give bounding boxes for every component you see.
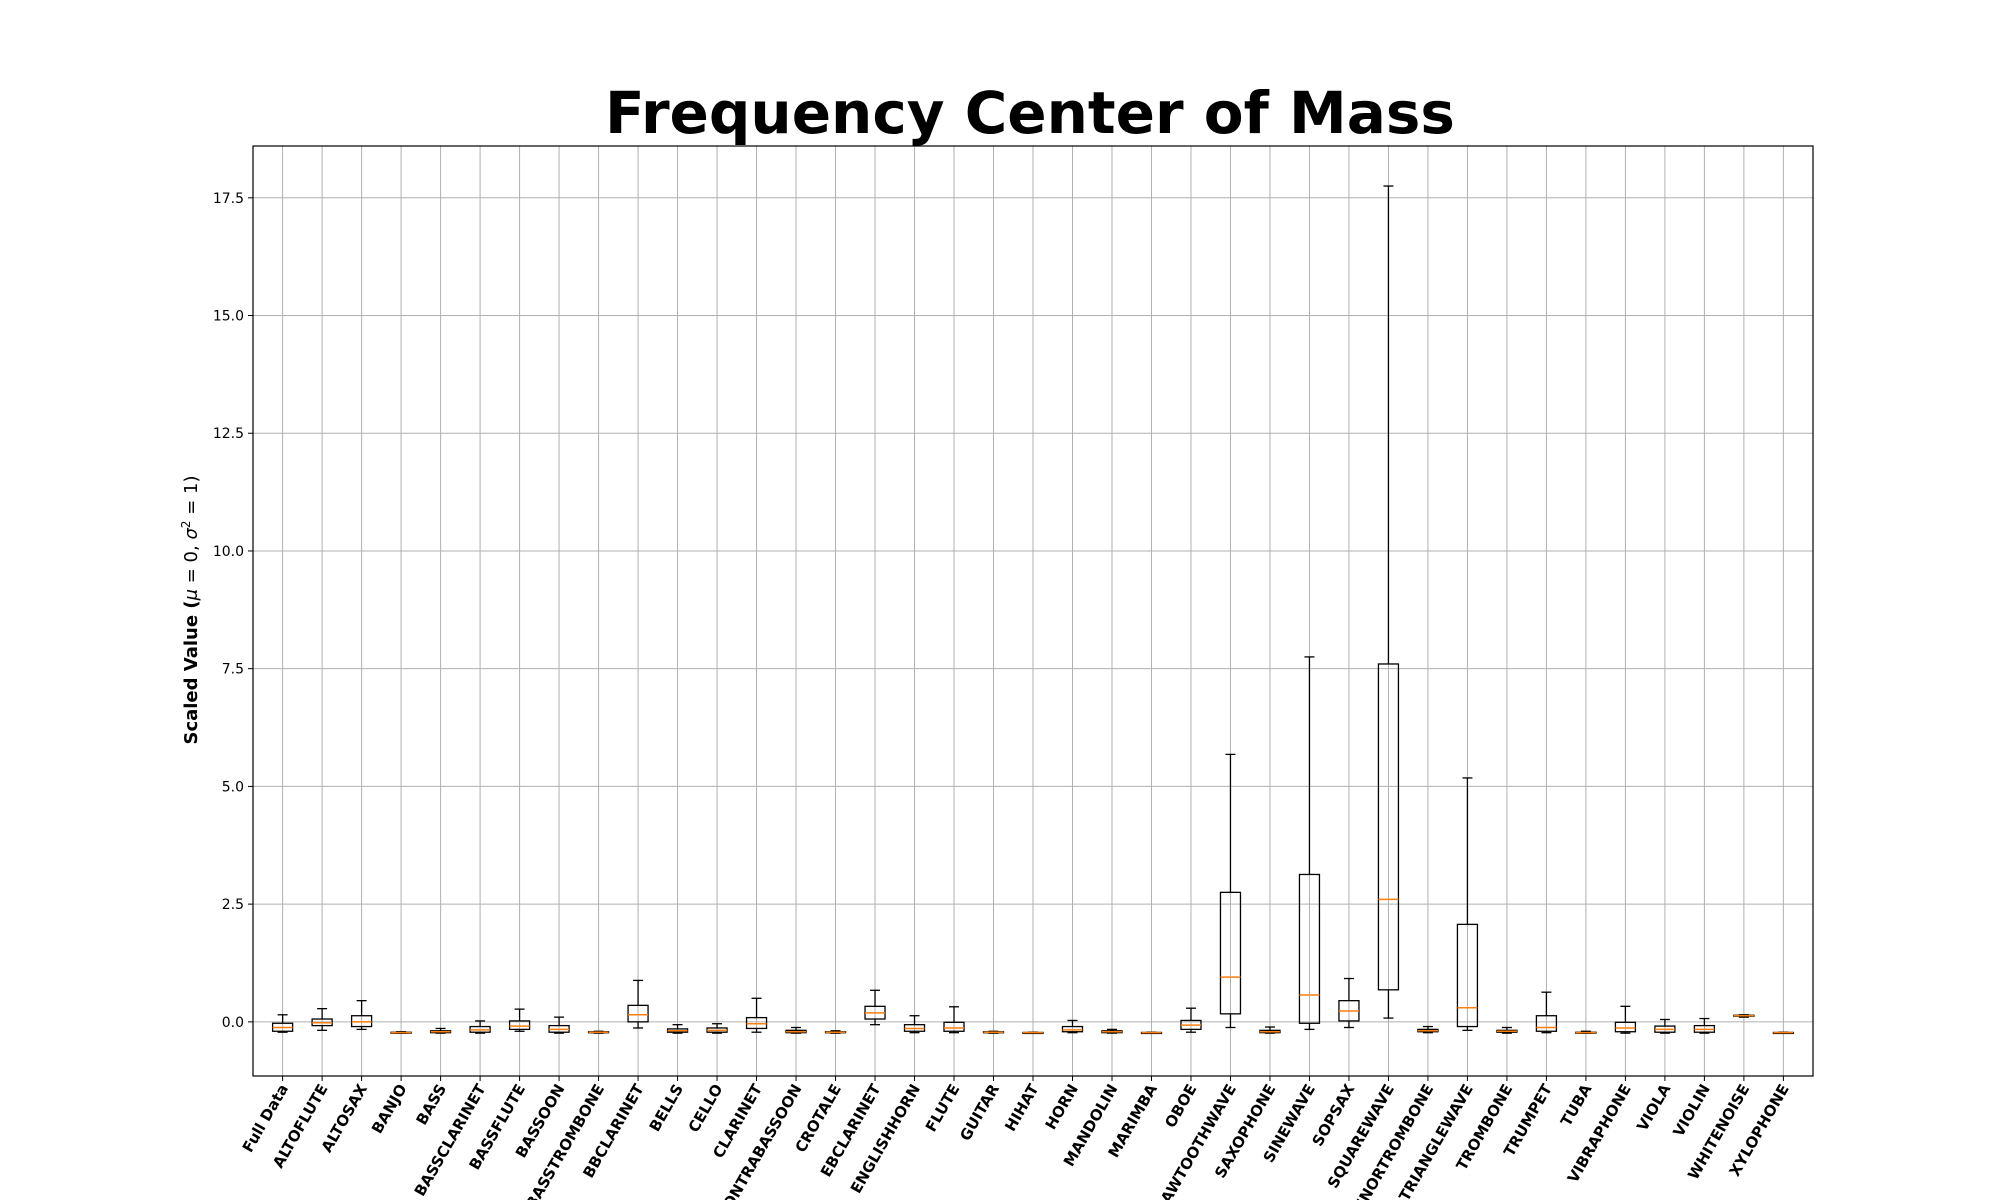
x-tick-label: VIOLA — [1633, 1081, 1674, 1135]
box-basstrombone — [587, 1030, 610, 1034]
box-bassflute — [508, 1008, 531, 1032]
grid-lines — [253, 146, 1813, 1076]
x-tick-label: BANJO — [368, 1081, 411, 1137]
iqr-box — [1219, 891, 1242, 1015]
box-saxophone — [1259, 1026, 1281, 1034]
box-marimba — [1140, 1031, 1163, 1035]
x-tick-label: OBOE — [1161, 1081, 1200, 1131]
y-tick-label: 7.5 — [222, 662, 244, 678]
x-tick-label: TUBA — [1557, 1081, 1596, 1130]
y-tick-label: 17.5 — [213, 191, 244, 207]
x-tick-label: BASSCLARINET — [411, 1080, 490, 1199]
y-axis-label-mu-eq: = 0, — [181, 540, 202, 589]
y-ticks: 0.0 2.5 5.0 7.5 10.0 12.5 15.0 17.5 — [213, 191, 253, 1031]
box-ebclarinet — [864, 989, 886, 1026]
box-trumpet — [1535, 991, 1558, 1034]
box-viola — [1654, 1018, 1676, 1034]
iqr-box — [1377, 663, 1400, 991]
box-clarinet — [745, 997, 768, 1033]
boxes — [271, 185, 1795, 1035]
y-tick-label: 5.0 — [222, 779, 244, 795]
box-bassclarinet — [469, 1020, 491, 1034]
box-violin — [1693, 1017, 1716, 1034]
box-bells — [666, 1024, 689, 1034]
iqr-box — [1298, 873, 1321, 1024]
box-contrabassoon — [785, 1026, 807, 1034]
box-sopsax — [1338, 977, 1360, 1029]
box-sinewave — [1298, 656, 1321, 1031]
x-tick-label: CELLO — [685, 1081, 727, 1136]
box-tenortrombone — [1417, 1025, 1439, 1034]
x-tick-label: VIOLIN — [1669, 1081, 1713, 1140]
iqr-box — [943, 1021, 965, 1032]
y-axis-label-prefix: Scaled Value ( — [181, 600, 202, 744]
y-axis-label-sup: 2 — [179, 520, 193, 528]
box-sawtoothwave — [1219, 753, 1242, 1029]
y-axis-label-sigma: σ — [181, 528, 202, 540]
y-tick-label: 10.0 — [213, 544, 244, 560]
box-vibraphone — [1614, 1005, 1637, 1034]
box-altoflute — [311, 1008, 333, 1031]
y-tick-label: 15.0 — [213, 309, 244, 325]
x-tick-label: HORN — [1042, 1081, 1082, 1133]
box-trianglewave — [1456, 777, 1479, 1031]
box-flute — [943, 1006, 965, 1034]
box-xylophone — [1772, 1031, 1795, 1035]
iqr-box — [508, 1020, 531, 1031]
y-tick-label: 2.5 — [222, 897, 244, 913]
box-whitenoise — [1733, 1014, 1755, 1018]
box-bbclarinet — [627, 979, 649, 1029]
x-tick-label: BASS — [412, 1081, 450, 1128]
box-englishhorn — [903, 1015, 926, 1034]
x-tick-label: HIHAT — [1001, 1080, 1043, 1134]
box-hihat — [1022, 1031, 1044, 1035]
iqr-box — [1456, 923, 1479, 1028]
box-mandolin — [1101, 1028, 1123, 1034]
y-axis-label-mu: μ — [181, 589, 202, 601]
box-horn — [1061, 1019, 1084, 1034]
plot-frame — [252, 145, 1814, 1077]
box-oboe — [1180, 1007, 1202, 1033]
box-full-data — [271, 1014, 294, 1033]
iqr-box — [627, 1004, 649, 1023]
box-trombone — [1496, 1026, 1518, 1034]
iqr-box — [1614, 1021, 1637, 1033]
box-altosax — [350, 1000, 373, 1031]
chart-title: Frequency Center of Mass — [605, 79, 1455, 147]
x-tick-label: BELLS — [646, 1081, 687, 1135]
box-crotale — [824, 1030, 847, 1034]
x-tick-label: FLUTE — [922, 1081, 964, 1135]
box-banjo — [390, 1031, 412, 1034]
box-bassoon — [548, 1016, 570, 1034]
box-cello — [706, 1023, 728, 1034]
box-squarewave — [1377, 185, 1400, 1019]
box-bass — [429, 1027, 452, 1034]
y-axis-label-sigma-eq: = 1) — [181, 475, 202, 520]
x-tick-label: SAWTOOTHWAVE — [1152, 1081, 1240, 1200]
y-axis-label: Scaled Value (μ = 0, σ2 = 1) — [179, 475, 202, 744]
y-tick-label: 12.5 — [213, 426, 244, 442]
y-tick-label: 0.0 — [222, 1015, 244, 1031]
box-tuba — [1575, 1030, 1597, 1034]
iqr-box — [1535, 1015, 1558, 1032]
box-guitar — [982, 1030, 1005, 1034]
